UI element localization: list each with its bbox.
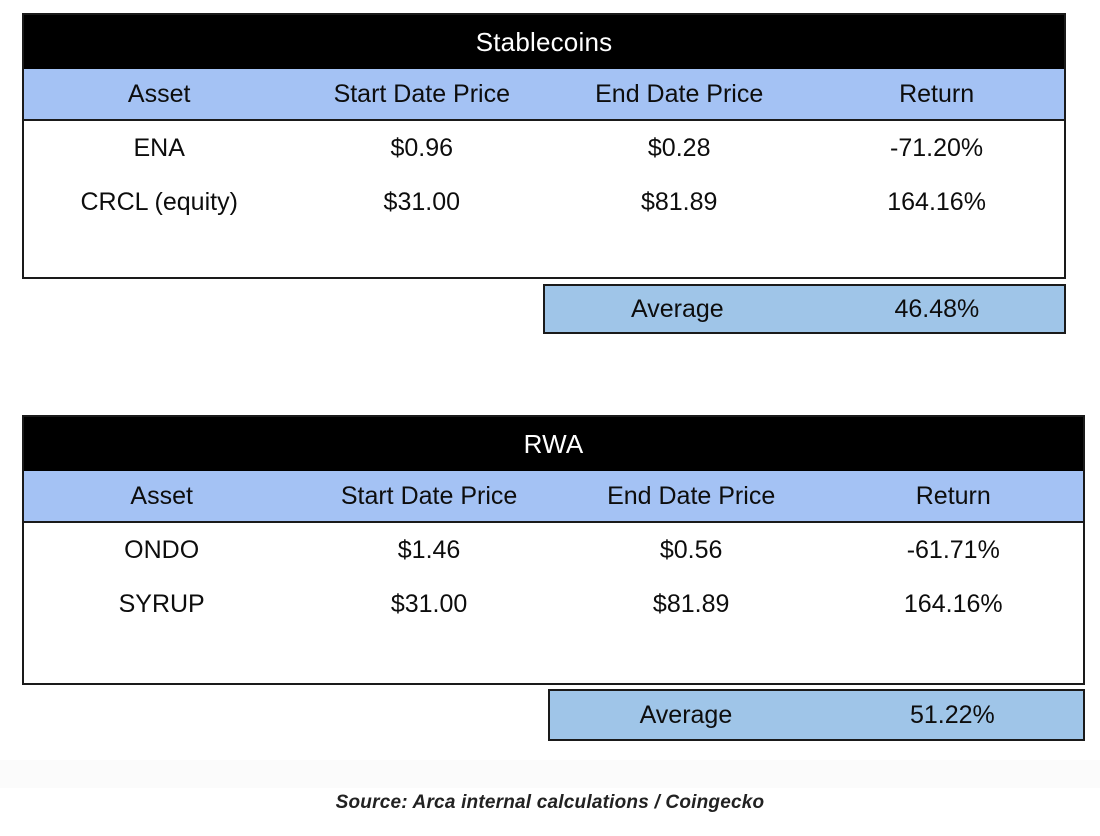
end-price-cell: $81.89 [652, 589, 730, 618]
table-row: SYRUP $31.00 $81.89 164.16% [24, 577, 1083, 631]
average-label: Average [631, 294, 724, 323]
start-price-cell: $31.00 [383, 187, 461, 216]
asset-cell: ONDO [124, 535, 200, 564]
column-header-asset: Asset [127, 79, 191, 108]
rwa-column-header-row: Asset Start Date Price End Date Price Re… [24, 471, 1083, 523]
asset-cell: CRCL (equity) [80, 187, 238, 216]
column-header-return: Return [915, 481, 991, 510]
start-price-cell: $0.96 [390, 133, 454, 162]
average-value: 51.22% [910, 700, 995, 729]
table-row: CRCL (equity) $31.00 $81.89 164.16% [24, 175, 1064, 229]
empty-row [24, 229, 1064, 277]
rwa-average-row: Average 51.22% [548, 689, 1085, 741]
stablecoins-table-title: Stablecoins [24, 15, 1064, 69]
asset-cell: SYRUP [118, 589, 205, 618]
stablecoins-table: Stablecoins Asset Start Date Price End D… [22, 13, 1066, 279]
start-price-cell: $1.46 [397, 535, 461, 564]
stablecoins-column-header-row: Asset Start Date Price End Date Price Re… [24, 69, 1064, 121]
stablecoins-average-row: Average 46.48% [543, 284, 1066, 334]
rwa-table: RWA Asset Start Date Price End Date Pric… [22, 415, 1085, 685]
column-header-end-date-price: End Date Price [595, 79, 764, 108]
column-header-end-date-price: End Date Price [607, 481, 776, 510]
column-header-start-date-price: Start Date Price [333, 79, 511, 108]
return-cell: 164.16% [903, 589, 1003, 618]
end-price-cell: $0.28 [647, 133, 711, 162]
table-row: ENA $0.96 $0.28 -71.20% [24, 121, 1064, 175]
asset-cell: ENA [133, 133, 185, 162]
source-note: Source: Arca internal calculations / Coi… [335, 792, 765, 813]
empty-row [24, 631, 1083, 683]
footer-strip [0, 760, 1100, 788]
column-header-return: Return [899, 79, 975, 108]
end-price-cell: $0.56 [659, 535, 723, 564]
average-label: Average [639, 700, 733, 729]
end-price-cell: $81.89 [640, 187, 718, 216]
rwa-table-title: RWA [24, 417, 1083, 471]
return-cell: -61.71% [906, 535, 1000, 564]
return-cell: -71.20% [890, 133, 984, 162]
average-value: 46.48% [894, 294, 980, 323]
return-cell: 164.16% [887, 187, 986, 216]
column-header-start-date-price: Start Date Price [340, 481, 518, 510]
table-row: ONDO $1.46 $0.56 -61.71% [24, 523, 1083, 577]
column-header-asset: Asset [130, 481, 193, 510]
start-price-cell: $31.00 [390, 589, 468, 618]
